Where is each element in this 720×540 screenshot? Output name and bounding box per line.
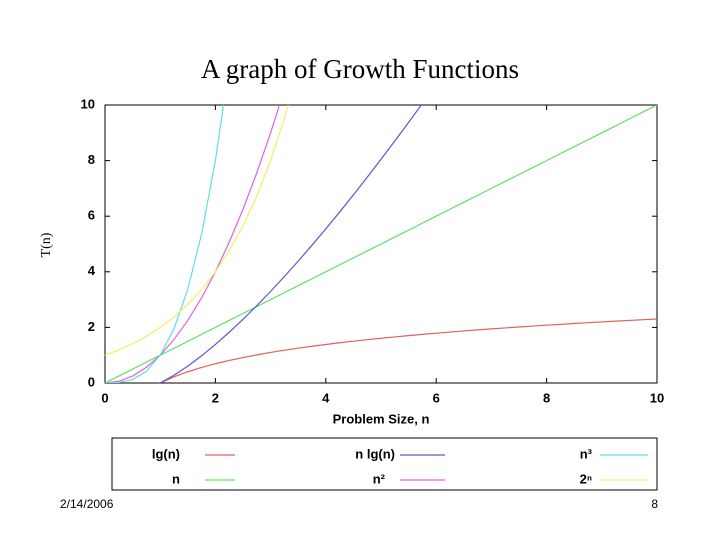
series-line [158, 105, 422, 383]
legend-label: 2ⁿ [580, 471, 592, 486]
series-line [105, 105, 281, 383]
legend-label: n lg(n) [355, 446, 395, 461]
footer-page: 8 [651, 497, 658, 511]
legend-label: n³ [580, 446, 593, 461]
y-tick-label: 6 [88, 208, 95, 223]
legend-label: n [172, 471, 180, 486]
footer-date: 2/14/2006 [60, 497, 114, 511]
plot-area [105, 105, 657, 383]
y-axis-label: T(n) [39, 232, 54, 257]
legend-frame [111, 437, 658, 491]
x-tick-label: 2 [212, 390, 219, 405]
x-tick-label: 10 [650, 390, 664, 405]
legend-label: n² [373, 471, 386, 486]
x-tick-label: 4 [322, 390, 330, 405]
y-tick-label: 0 [88, 374, 95, 389]
series-line [159, 318, 657, 383]
series-line [105, 105, 289, 356]
y-tick-label: 2 [88, 319, 95, 334]
y-tick-label: 4 [88, 263, 96, 278]
y-tick-label: 8 [88, 152, 95, 167]
legend-label: lg(n) [152, 446, 180, 461]
x-tick-label: 8 [543, 390, 550, 405]
chart-title: A graph of Growth Functions [201, 54, 519, 84]
series-line [105, 105, 225, 383]
x-tick-label: 0 [101, 390, 108, 405]
x-axis-label: Problem Size, n [333, 411, 430, 426]
plot-frame [104, 104, 658, 384]
series-line [105, 105, 657, 383]
x-tick-label: 6 [433, 390, 440, 405]
y-tick-label: 10 [81, 96, 95, 111]
